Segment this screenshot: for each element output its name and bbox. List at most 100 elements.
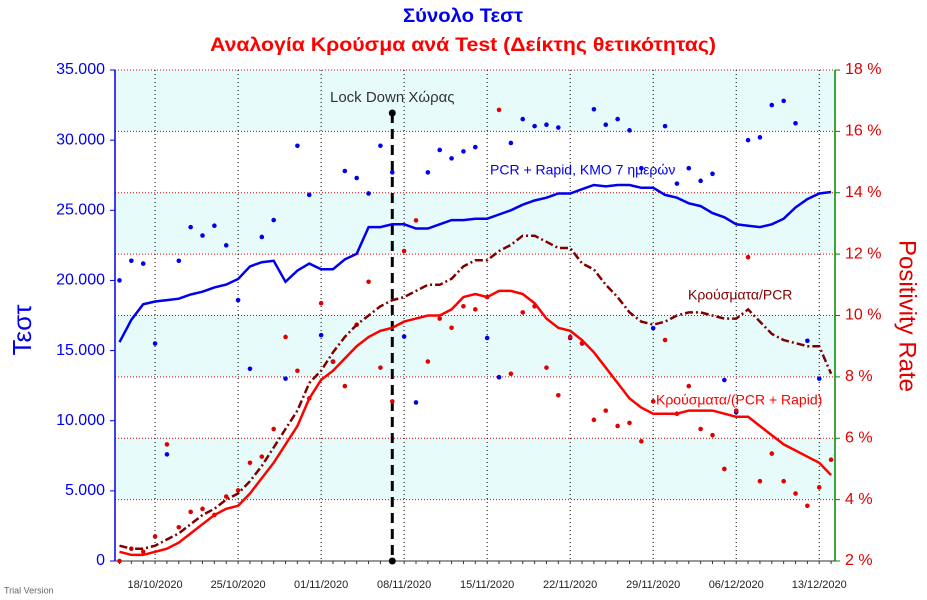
data-point [129, 258, 134, 264]
data-point [722, 377, 727, 383]
y-tick-label: 20.000 [56, 272, 105, 289]
data-point [117, 558, 122, 564]
data-point [152, 341, 158, 346]
footer: Trial Version [4, 585, 54, 595]
data-point [816, 376, 822, 381]
data-point [816, 485, 822, 490]
y2-axis-label: Positivity Rate [894, 240, 921, 392]
data-point [674, 181, 680, 186]
y-tick-label: 15.000 [56, 342, 105, 359]
data-point [603, 408, 609, 413]
data-point [805, 503, 810, 509]
data-point [389, 399, 395, 404]
data-point [793, 121, 798, 126]
data-point [176, 258, 182, 264]
data-point [781, 478, 786, 484]
data-point [781, 98, 786, 104]
data-point [508, 371, 514, 377]
annotation-dot [388, 109, 396, 117]
data-point [366, 191, 371, 196]
data-point [591, 417, 597, 423]
x-tick-label: 08/11/2020 [377, 579, 431, 591]
data-point [152, 534, 158, 539]
data-point [591, 106, 597, 112]
data-point [639, 165, 644, 171]
y-tick-label: 30.000 [56, 131, 105, 148]
data-point [140, 549, 146, 555]
data-point [188, 509, 193, 515]
data-point [793, 491, 798, 496]
y2-tick-label: 16 % [845, 123, 881, 140]
data-point [508, 140, 514, 146]
data-point [449, 325, 454, 331]
data-point [437, 147, 443, 153]
data-point [627, 420, 632, 426]
data-point [650, 325, 656, 331]
y-tick-label: 10.000 [56, 412, 105, 429]
data-point [295, 143, 300, 149]
data-point [722, 466, 727, 472]
data-point [259, 234, 265, 240]
data-point [662, 123, 668, 129]
x-tick-label: 29/11/2020 [626, 579, 680, 591]
data-point [283, 334, 288, 340]
data-point [318, 300, 324, 306]
data-point [615, 423, 620, 429]
series-label: Κρούσματα/(PCR + Rapid) [656, 392, 822, 408]
y-tick-label: 25.000 [56, 202, 105, 219]
y-tick-label: 35.000 [56, 61, 105, 78]
series-line [119, 289, 832, 557]
data-point [295, 368, 300, 374]
data-point [745, 254, 751, 260]
data-point [117, 278, 122, 283]
data-point [212, 223, 217, 229]
data-point [544, 122, 549, 128]
x-tick-label: 25/10/2020 [211, 579, 266, 591]
y2-tick-label: 8 % [845, 368, 873, 385]
x-tick-label: 22/11/2020 [543, 579, 597, 591]
data-point [342, 168, 348, 174]
data-point [176, 524, 182, 530]
data-point [710, 432, 715, 438]
y-axis-label: Τεστ [7, 304, 37, 356]
band [115, 70, 835, 132]
data-point [473, 144, 478, 150]
data-point [698, 178, 703, 184]
data-point [164, 452, 170, 457]
data-point [425, 170, 431, 175]
data-point [378, 143, 383, 149]
data-point [164, 442, 170, 447]
data-point [769, 102, 775, 108]
y-tick-label: 0 [96, 552, 105, 569]
data-point [200, 506, 205, 512]
series-line [118, 183, 832, 343]
data-point [650, 399, 656, 404]
data-point [342, 383, 348, 389]
data-point [425, 359, 431, 364]
data-point [544, 365, 549, 370]
annotation-dot [388, 557, 396, 565]
chart-title: Σύνολο Τεστ [403, 6, 524, 27]
data-point [235, 297, 241, 303]
data-point [520, 310, 526, 315]
data-point [603, 122, 609, 128]
data-point [354, 175, 360, 181]
series-line [119, 234, 833, 550]
data-point [496, 107, 502, 113]
data-point [306, 192, 312, 198]
data-point [247, 366, 253, 372]
data-point [769, 451, 775, 456]
chart-subtitle: Αναλογία Κρούσμα ανά Test (Δείκτης θετικ… [210, 35, 716, 56]
y-tick-label: 5.000 [65, 482, 105, 499]
data-point [556, 125, 561, 130]
data-point [140, 261, 146, 266]
data-point [686, 165, 692, 171]
data-point [223, 243, 229, 248]
data-point [437, 316, 443, 321]
data-point [757, 135, 763, 140]
data-point [330, 359, 336, 364]
y2-tick-label: 18 % [845, 61, 881, 78]
data-point [473, 307, 478, 312]
series-label: Κρούσματα/PCR [688, 287, 792, 303]
data-point [733, 408, 739, 413]
